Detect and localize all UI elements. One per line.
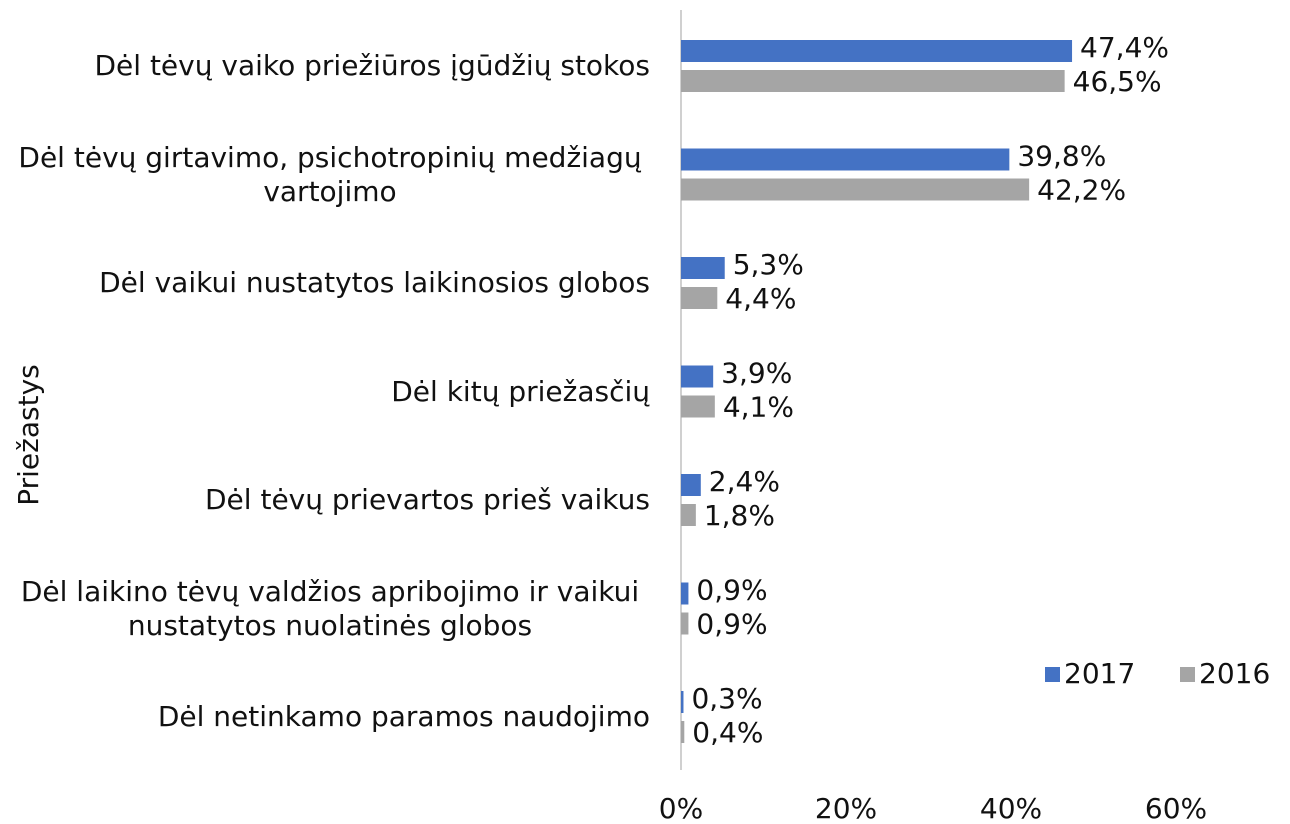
category-label: Dėl vaikui nustatytos laikinosios globos bbox=[99, 266, 650, 299]
x-tick-label: 60% bbox=[1145, 792, 1207, 824]
data-label: 39,8% bbox=[1017, 140, 1106, 173]
data-label: 0,9% bbox=[696, 608, 767, 641]
category-label: Dėl tėvų girtavimo, psichotropinių medži… bbox=[18, 140, 642, 208]
category-label: Dėl laikino tėvų valdžios apribojimo ir … bbox=[20, 574, 640, 642]
category-label: Dėl tėvų vaiko priežiūros įgūdžių stokos bbox=[94, 49, 650, 82]
data-label: 0,3% bbox=[691, 682, 762, 715]
y-axis-label: Priežastys bbox=[12, 364, 45, 506]
legend-swatch bbox=[1045, 667, 1060, 682]
bar bbox=[681, 40, 1073, 62]
bar bbox=[681, 504, 696, 526]
data-label: 0,4% bbox=[692, 716, 763, 749]
bar bbox=[681, 148, 1010, 171]
data-label: 0,9% bbox=[696, 574, 767, 607]
data-label: 42,2% bbox=[1037, 174, 1126, 207]
bar bbox=[681, 612, 689, 635]
x-tick-label: 0% bbox=[659, 792, 703, 824]
legend-label: 2016 bbox=[1199, 657, 1270, 690]
category-label: Dėl netinkamo paramos naudojimo bbox=[157, 700, 650, 733]
data-label: 4,4% bbox=[725, 282, 796, 315]
bar bbox=[681, 582, 689, 605]
category-label: Dėl tėvų prievartos prieš vaikus bbox=[205, 483, 650, 516]
legend-label: 2017 bbox=[1064, 657, 1135, 690]
category-label: Dėl kitų priežasčių bbox=[391, 374, 650, 408]
bar bbox=[681, 287, 718, 309]
bar bbox=[681, 474, 701, 496]
bar bbox=[681, 395, 715, 418]
bar bbox=[681, 70, 1065, 92]
data-label: 47,4% bbox=[1080, 31, 1169, 64]
legend-swatch bbox=[1180, 667, 1195, 682]
data-label: 4,1% bbox=[723, 391, 794, 424]
x-tick-label: 40% bbox=[980, 792, 1042, 824]
bar bbox=[681, 257, 725, 279]
bar bbox=[681, 691, 684, 713]
data-label: 46,5% bbox=[1073, 65, 1162, 98]
data-label: 2,4% bbox=[709, 465, 780, 498]
bar bbox=[681, 721, 685, 743]
x-tick-label: 20% bbox=[815, 792, 877, 824]
data-label: 3,9% bbox=[721, 357, 792, 390]
data-label: 5,3% bbox=[733, 248, 804, 281]
bar bbox=[681, 178, 1030, 201]
bar bbox=[681, 365, 714, 388]
data-label: 1,8% bbox=[704, 499, 775, 532]
